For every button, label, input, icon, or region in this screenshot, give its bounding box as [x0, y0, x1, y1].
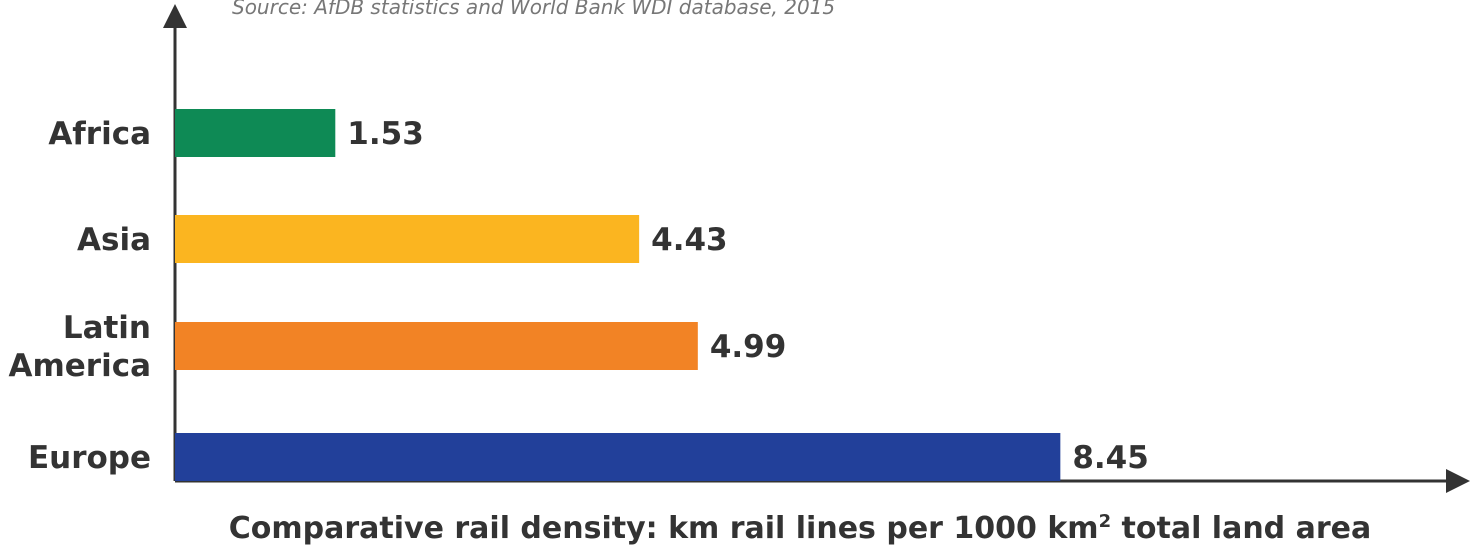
category-label-line: Africa	[48, 116, 151, 152]
bar-latin-america	[175, 322, 698, 370]
x-axis-title-rest: total land area	[1111, 511, 1371, 546]
category-label-latin-america: Latin America	[8, 310, 151, 384]
category-label-africa: Africa	[48, 116, 151, 152]
x-axis-title: Comparative rail density: km rail lines …	[229, 511, 1372, 546]
category-label-line: America	[8, 348, 151, 384]
bar-asia	[175, 215, 640, 263]
value-label-africa: 1.53	[347, 116, 424, 152]
category-label-line: Latin	[63, 310, 151, 346]
bars	[175, 109, 1061, 481]
source-note: Source: AfDB statistics and World Bank W…	[232, 0, 835, 19]
value-labels: 1.53 4.43 4.99 8.45	[347, 116, 1149, 476]
category-label-line: Europe	[28, 440, 151, 476]
category-labels: Africa Asia Latin America Europe	[8, 116, 151, 476]
value-label-asia: 4.43	[651, 222, 728, 258]
value-label-latin-america: 4.99	[710, 329, 787, 365]
y-axis-arrow	[163, 4, 187, 28]
category-label-asia: Asia	[77, 222, 151, 258]
bar-africa	[175, 109, 336, 157]
x-axis-title-superscript: 2	[1099, 511, 1112, 532]
category-label-europe: Europe	[28, 440, 151, 476]
x-axis-arrow	[1446, 469, 1470, 493]
x-axis-title-main: Comparative rail density: km rail lines …	[229, 511, 1099, 546]
value-label-europe: 8.45	[1072, 440, 1149, 476]
bar-europe	[175, 433, 1061, 481]
category-label-line: Asia	[77, 222, 151, 258]
